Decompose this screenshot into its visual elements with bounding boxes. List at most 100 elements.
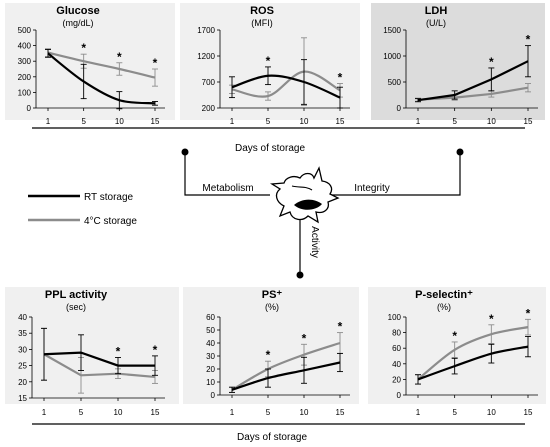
metabolism-label: Metabolism	[202, 183, 253, 194]
chart-glucose-x-tick-label: 5	[81, 117, 86, 126]
chart-ps-significance-star: *	[338, 320, 343, 334]
platelet-icon	[269, 166, 340, 224]
chart-p-selectin-x-tick-label: 10	[487, 408, 496, 417]
chart-ps-x-tick-label: 10	[300, 408, 309, 417]
chart-p-selectin-title: P-selectin⁺	[415, 289, 473, 301]
chart-ldh-significance-star: *	[489, 55, 494, 69]
chart-ppl-activity-y-tick-label: 25	[18, 362, 27, 371]
chart-ppl-activity-y-tick-label: 15	[18, 394, 27, 403]
connectors	[181, 148, 464, 279]
chart-p-selectin-x-tick-label: 15	[524, 408, 533, 417]
chart-ldh-x-tick-label: 5	[452, 117, 457, 126]
chart-ppl-activity-y-tick-label: 40	[18, 313, 27, 322]
chart-glucose-4c-line	[47, 51, 156, 79]
chart-ps-x-tick-label: 15	[336, 408, 345, 417]
activity-label: Activity	[309, 226, 320, 258]
chart-ps-y-tick-label: 50	[206, 326, 215, 335]
chart-ps-unit: (%)	[265, 302, 279, 312]
chart-ppl-activity-x-tick-label: 1	[42, 408, 47, 417]
chart-ros-y-tick-label: 700	[202, 78, 216, 87]
chart-glucose-y-tick-label: 300	[18, 57, 32, 66]
chart-ps-x-tick-label: 5	[266, 408, 271, 417]
chart-ros-4c-line	[231, 70, 341, 98]
chart-glucose-x-tick-label: 15	[151, 117, 160, 126]
chart-ppl-activity-significance-star: *	[153, 343, 158, 357]
chart-glucose-y-tick-label: 200	[18, 73, 32, 82]
chart-p-selectin-unit: (%)	[437, 302, 451, 312]
chart-ppl-activity-x-tick-label: 10	[114, 408, 123, 417]
chart-glucose-rt-line	[47, 52, 156, 105]
bottom-days-axis-label: Days of storage	[237, 432, 307, 443]
legend-4c-label: 4°C storage	[84, 216, 137, 227]
chart-ros-significance-star: *	[338, 71, 343, 85]
chart-ps-4c-line	[231, 341, 341, 391]
chart-ppl-activity-rt-line	[43, 351, 155, 367]
chart-p-selectin-background	[368, 287, 546, 404]
chart-ps-title: PS⁺	[262, 289, 283, 301]
chart-ppl-activity-background	[5, 287, 179, 404]
chart-ldh-x-tick-label: 1	[416, 117, 421, 126]
chart-ppl-activity-x-tick-label: 15	[151, 408, 160, 417]
chart-ldh-y-tick-label: 500	[388, 78, 402, 87]
chart-ldh-significance-star: *	[526, 33, 531, 47]
integrity-label: Integrity	[354, 183, 390, 194]
chart-ros-x-tick-label: 5	[266, 117, 271, 126]
chart-ros-title: ROS	[250, 5, 274, 17]
chart-ros-rt-line	[231, 74, 341, 99]
chart-ros-x-tick-label: 15	[336, 117, 345, 126]
chart-ldh-y-tick-label: 1000	[383, 52, 401, 61]
chart-p-selectin-significance-star: *	[526, 306, 531, 320]
legend-rt-label: RT storage	[84, 192, 134, 203]
chart-glucose-y-tick-label: 0	[27, 104, 32, 113]
chart-ros-x-tick-label: 1	[230, 117, 235, 126]
chart-ros-y-tick-label: 200	[202, 104, 216, 113]
chart-ros-y-tick-label: 1700	[197, 26, 215, 35]
chart-glucose-title: Glucose	[56, 5, 99, 17]
chart-ldh-rt-line	[417, 60, 529, 102]
chart-ros-unit: (MFI)	[251, 18, 273, 28]
chart-ps-y-tick-label: 20	[206, 365, 215, 374]
chart-glucose-x-tick-label: 10	[115, 117, 124, 126]
chart-p-selectin-rt-line	[417, 345, 529, 381]
chart-ps-y-tick-label: 10	[206, 378, 215, 387]
legend: RT storage 4°C storage	[28, 192, 137, 227]
chart-p-selectin-y-tick-label: 100	[388, 313, 402, 322]
chart-glucose-unit: (mg/dL)	[62, 18, 93, 28]
chart-ldh-title: LDH	[425, 5, 448, 17]
chart-p-selectin-y-tick-label: 0	[397, 391, 402, 400]
chart-ppl-activity-y-tick-label: 35	[18, 329, 27, 338]
chart-p-selectin-significance-star: *	[452, 329, 457, 343]
chart-glucose-significance-star: *	[117, 50, 122, 64]
chart-ppl-activity-significance-star: *	[116, 345, 121, 359]
chart-p-selectin-4c-line	[417, 326, 529, 381]
chart-ps-y-tick-label: 30	[206, 352, 215, 361]
chart-ldh-x-tick-label: 10	[487, 117, 496, 126]
chart-ps-significance-star: *	[266, 348, 271, 362]
chart-ppl-activity-unit: (sec)	[66, 302, 86, 312]
chart-ppl-activity-y-tick-label: 30	[18, 345, 27, 354]
integrity-connector	[328, 152, 461, 196]
chart-ldh-background	[371, 3, 545, 120]
chart-p-selectin-x-tick-label: 1	[416, 408, 421, 417]
chart-p-selectin-y-tick-label: 20	[392, 375, 401, 384]
chart-glucose-significance-star: *	[153, 56, 158, 70]
chart-glucose-y-tick-label: 400	[18, 42, 32, 51]
chart-ldh-x-tick-label: 15	[524, 117, 533, 126]
chart-ldh-y-tick-label: 1500	[383, 26, 401, 35]
chart-p-selectin-significance-star: *	[489, 312, 494, 326]
chart-ppl-activity-title: PPL activity	[45, 289, 108, 301]
chart-ps-y-tick-label: 0	[211, 391, 216, 400]
chart-ros-x-tick-label: 10	[300, 117, 309, 126]
chart-ps-y-tick-label: 60	[206, 313, 215, 322]
chart-glucose-y-tick-label: 100	[18, 88, 32, 97]
chart-ps-significance-star: *	[302, 331, 307, 345]
